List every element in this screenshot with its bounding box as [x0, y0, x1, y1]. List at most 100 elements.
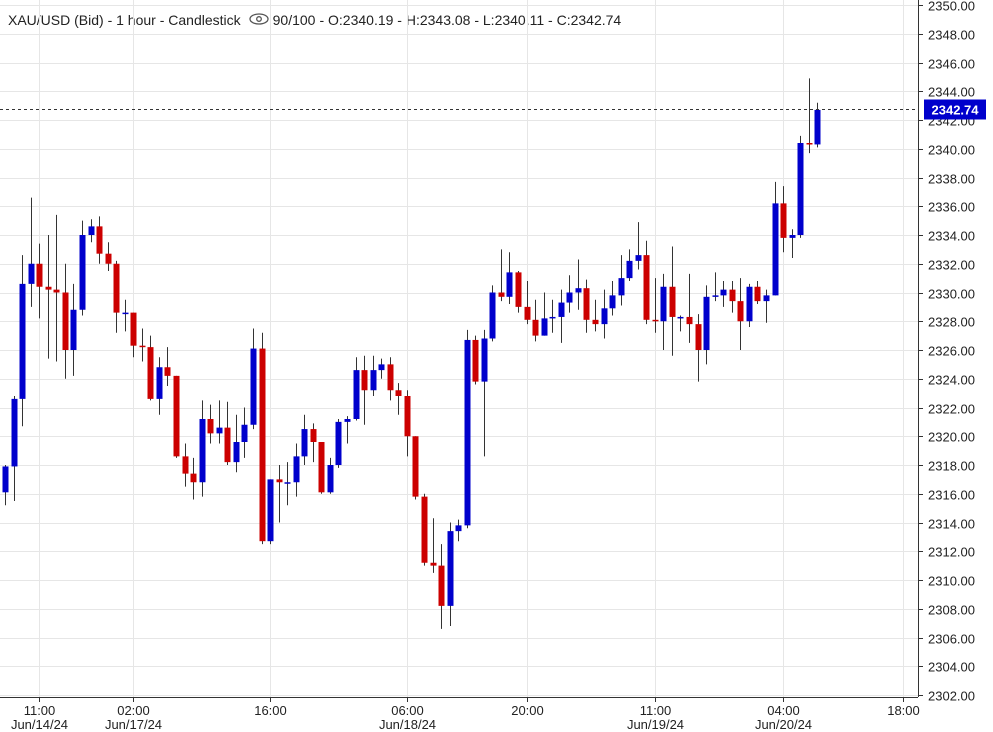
candle-up[interactable] [626, 249, 633, 281]
candle-up[interactable] [88, 219, 95, 243]
candle-down[interactable] [113, 260, 120, 333]
candle-up[interactable] [455, 519, 462, 542]
candle-down[interactable] [686, 273, 693, 343]
candle-down[interactable] [532, 299, 539, 342]
candle-up[interactable] [19, 255, 26, 427]
candle-up[interactable] [447, 522, 454, 627]
candle-up[interactable] [2, 465, 9, 506]
candle-up[interactable] [241, 407, 248, 458]
candle-up[interactable] [506, 252, 513, 304]
candle-down[interactable] [404, 390, 411, 457]
candle-up[interactable] [327, 457, 334, 494]
candle-up[interactable] [541, 292, 548, 336]
candle-down[interactable] [361, 355, 368, 425]
candle-down[interactable] [207, 404, 214, 444]
candle-up[interactable] [601, 289, 608, 339]
candle-up[interactable] [575, 259, 582, 310]
candle-up[interactable] [703, 285, 710, 365]
candle-up[interactable] [814, 102, 821, 148]
candle-down[interactable] [754, 281, 761, 304]
candle-up[interactable] [79, 220, 86, 316]
candle-up[interactable] [712, 272, 719, 302]
candle-down[interactable] [36, 243, 43, 319]
candle-up[interactable] [267, 479, 274, 545]
candle-up[interactable] [250, 328, 257, 430]
candle-down[interactable] [669, 246, 676, 356]
candle-down[interactable] [780, 186, 787, 253]
candle-down[interactable] [173, 375, 180, 458]
candle-down[interactable] [737, 278, 744, 350]
candle-down[interactable] [53, 214, 60, 362]
candle-down[interactable] [438, 544, 445, 629]
candle-down[interactable] [182, 443, 189, 487]
candle-down[interactable] [190, 457, 197, 500]
candle-up[interactable] [122, 299, 129, 332]
candle-up[interactable] [746, 283, 753, 327]
candle-up[interactable] [772, 181, 779, 296]
candle-up[interactable] [789, 229, 796, 258]
candle-down[interactable] [164, 347, 171, 386]
candle-down[interactable] [498, 249, 505, 302]
candle-down[interactable] [130, 312, 137, 358]
candle-up[interactable] [344, 416, 351, 444]
candle-down[interactable] [62, 263, 69, 379]
candle-up[interactable] [70, 283, 77, 376]
candle-up[interactable] [566, 275, 573, 313]
candle-up[interactable] [797, 135, 804, 238]
candle-up[interactable] [301, 414, 308, 465]
candle-down[interactable] [96, 216, 103, 264]
candle-up[interactable] [549, 299, 556, 333]
candle-down[interactable] [395, 383, 402, 415]
candle-up[interactable] [618, 255, 625, 306]
candle-down[interactable] [276, 465, 283, 523]
candle-up[interactable] [660, 273, 667, 350]
candle-up[interactable] [558, 289, 565, 343]
candle-up[interactable] [720, 281, 727, 307]
candle-up[interactable] [335, 419, 342, 468]
candle-up[interactable] [216, 400, 223, 444]
candle-down[interactable] [592, 299, 599, 332]
candle-down[interactable] [412, 436, 419, 500]
candle-down[interactable] [224, 401, 231, 465]
candle-down[interactable] [472, 335, 479, 385]
candle-up[interactable] [28, 197, 35, 307]
candle-up[interactable] [677, 315, 684, 332]
candle-up[interactable] [293, 443, 300, 497]
candle-up[interactable] [635, 222, 642, 270]
candle-down[interactable] [147, 335, 154, 401]
candle-up[interactable] [11, 396, 18, 501]
candle-down[interactable] [652, 278, 659, 333]
candle-down[interactable] [318, 442, 325, 494]
candle-up[interactable] [233, 414, 240, 473]
candle-up[interactable] [464, 329, 471, 529]
candle-up[interactable] [481, 329, 488, 457]
candle-down[interactable] [45, 235, 52, 359]
candle-down[interactable] [583, 279, 590, 333]
candle-down[interactable] [515, 270, 522, 313]
candle-up[interactable] [609, 281, 616, 316]
candle-down[interactable] [421, 493, 428, 566]
candle-down[interactable] [806, 78, 813, 154]
candle-body [190, 473, 197, 483]
candle-up[interactable] [156, 357, 163, 415]
eye-icon[interactable] [248, 12, 269, 28]
candle-down[interactable] [695, 314, 702, 382]
candle-up[interactable] [353, 357, 360, 421]
candle-down[interactable] [430, 518, 437, 573]
candle-down[interactable] [729, 281, 736, 313]
candle-down[interactable] [139, 328, 146, 362]
candle-down[interactable] [643, 240, 650, 325]
candle-up[interactable] [370, 355, 377, 396]
candle-down[interactable] [105, 242, 112, 271]
candle-down[interactable] [310, 423, 317, 463]
candle-body [677, 316, 684, 319]
candle-up[interactable] [199, 400, 206, 497]
candle-down[interactable] [524, 281, 531, 325]
candle-down[interactable] [387, 357, 394, 401]
candle-up[interactable] [284, 462, 291, 506]
candle-up[interactable] [763, 289, 770, 323]
candle-up[interactable] [489, 285, 496, 342]
candle-up[interactable] [378, 358, 385, 379]
candle-down[interactable] [259, 332, 266, 545]
